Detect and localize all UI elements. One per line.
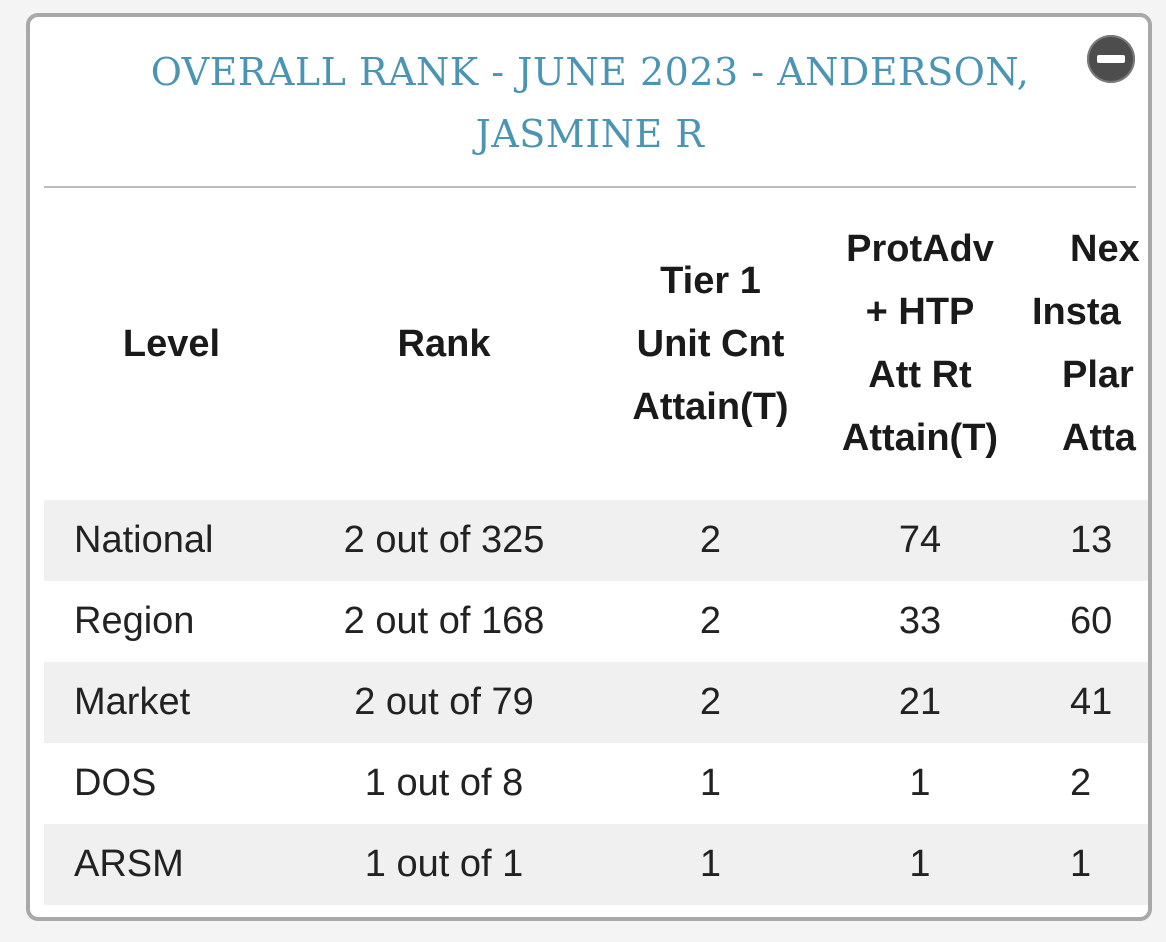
cell-tier1: 1: [589, 824, 832, 905]
overall-rank-panel: OVERALL RANK - JUNE 2023 - ANDERSON, JAS…: [26, 13, 1152, 921]
cell-level: DOS: [44, 743, 299, 824]
header-line: Insta: [1032, 291, 1121, 333]
cell-tier1: 1: [589, 743, 832, 824]
header-line: + HTP: [865, 291, 975, 333]
cell-rank: 2 out of 79: [299, 662, 589, 743]
table-row: Market 2 out of 79 2 21 41: [44, 662, 1148, 743]
cell-tier1: 2: [589, 500, 832, 581]
cell-protadv: 21: [832, 662, 1008, 743]
column-header-protadv[interactable]: ProtAdv + HTP Att Rt Attain(T): [832, 188, 1008, 500]
minus-circle-icon: [1097, 55, 1125, 63]
column-header-tier1[interactable]: Tier 1 Unit Cnt Attain(T): [589, 188, 832, 500]
header-line: Attain(T): [632, 385, 789, 428]
cell-level: ARSM: [44, 824, 299, 905]
cell-protadv: 33: [832, 581, 1008, 662]
table-row: DOS 1 out of 8 1 1 2: [44, 743, 1148, 824]
header-line: Plar: [1062, 354, 1134, 396]
column-header-level[interactable]: Level: [122, 322, 221, 365]
cell-protadv: 1: [832, 743, 1008, 824]
cell-next: 2: [1008, 743, 1148, 824]
cell-protadv: 1: [832, 824, 1008, 905]
header-line: Nex: [1070, 228, 1140, 270]
collapse-button[interactable]: [1087, 35, 1135, 83]
cell-level: National: [44, 500, 299, 581]
table-row: Region 2 out of 168 2 33 60: [44, 581, 1148, 662]
cell-level: Region: [44, 581, 299, 662]
cell-next: 1: [1008, 824, 1148, 905]
rank-table: Level Rank Tier 1 Unit Cnt Attain(T) Pro…: [44, 188, 1148, 905]
column-header-rank[interactable]: Rank: [397, 322, 491, 365]
header-line: Tier 1: [660, 259, 761, 302]
cell-tier1: 2: [589, 581, 832, 662]
panel-title: OVERALL RANK - JUNE 2023 - ANDERSON, JAS…: [150, 50, 1030, 156]
header-line: Unit Cnt: [636, 322, 785, 365]
cell-protadv: 74: [832, 500, 1008, 581]
rank-table-scroll[interactable]: Level Rank Tier 1 Unit Cnt Attain(T) Pro…: [44, 188, 1148, 917]
cell-next: 41: [1008, 662, 1148, 743]
column-header-next[interactable]: Nex Insta Plar Atta: [1008, 188, 1148, 500]
table-row: National 2 out of 325 2 74 13: [44, 500, 1148, 581]
header-line: ProtAdv: [846, 228, 994, 270]
header-line: Att Rt: [868, 354, 972, 396]
cell-rank: 1 out of 1: [299, 824, 589, 905]
cell-rank: 1 out of 8: [299, 743, 589, 824]
cell-next: 13: [1008, 500, 1148, 581]
cell-next: 60: [1008, 581, 1148, 662]
header-line: Atta: [1062, 417, 1136, 459]
cell-level: Market: [44, 662, 299, 743]
cell-rank: 2 out of 168: [299, 581, 589, 662]
header-line: Attain(T): [841, 417, 999, 459]
table-header-row: Level Rank Tier 1 Unit Cnt Attain(T) Pro…: [44, 188, 1148, 500]
title-divider: [44, 186, 1136, 188]
table-row: ARSM 1 out of 1 1 1 1: [44, 824, 1148, 905]
cell-rank: 2 out of 325: [299, 500, 589, 581]
cell-tier1: 2: [589, 662, 832, 743]
